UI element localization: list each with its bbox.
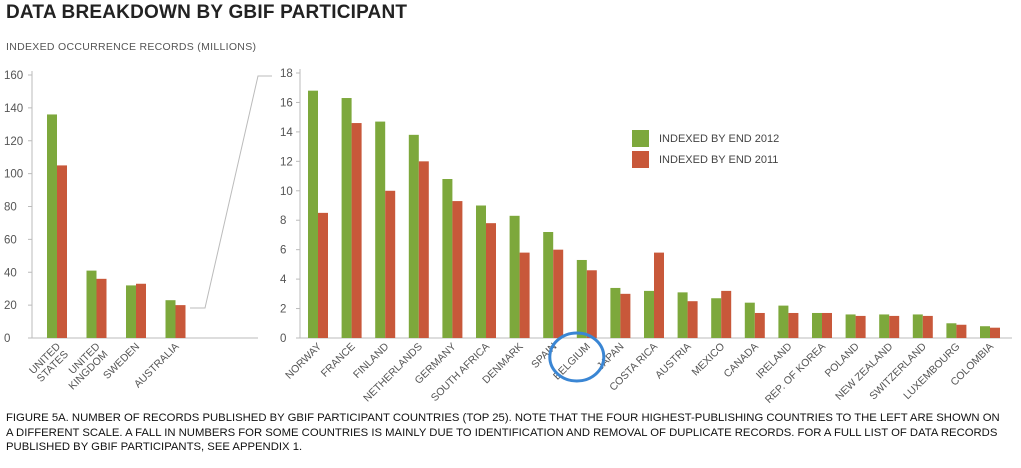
bar-united-kingdom-2011: [96, 278, 107, 338]
bar-new-zealand-2011: [889, 315, 900, 338]
y-tick-label: 80: [4, 202, 17, 214]
bar-mexico-2011: [721, 290, 732, 338]
bar-south-africa-2011: [486, 223, 496, 338]
bar-netherlands-2011: [418, 161, 429, 338]
bar-japan-2012: [610, 287, 621, 338]
bar-germany-2011: [452, 201, 463, 338]
bar-new-zealand-2012: [879, 314, 890, 338]
connector-line: [190, 75, 272, 309]
legend-label-2011: INDEXED BY END 2011: [659, 154, 778, 166]
y-tick-label: 12: [280, 156, 293, 168]
bar-united-kingdom-2012: [86, 270, 97, 338]
y-axis-label: INDEXED OCCURRENCE RECORDS (MILLIONS): [6, 41, 257, 53]
bar-south-africa-2012: [476, 205, 486, 338]
bar-colombia-2012: [980, 326, 990, 338]
bar-rep-of-korea-2012: [812, 312, 822, 338]
highlight-circle: [548, 331, 606, 383]
bar-mexico-2012: [711, 298, 722, 338]
bar-netherlands-2012: [408, 134, 419, 338]
y-tick-label: 120: [4, 136, 23, 148]
x-tick-label-netherlands: NETHERLANDS: [361, 341, 425, 405]
bar-united-states-2011: [57, 165, 67, 338]
y-tick-label: 0: [280, 333, 286, 345]
bar-luxembourg-2011: [956, 324, 967, 338]
y-tick-label: 18: [280, 68, 293, 80]
x-tick-label-south-africa: SOUTH AFRICA: [429, 341, 492, 404]
bar-poland-2012: [845, 314, 856, 338]
bar-france-2011: [351, 123, 362, 338]
bar-sweden-2011: [136, 283, 146, 338]
y-tick-label: 100: [4, 169, 23, 181]
x-tick-label-sweden: SWEDEN: [101, 341, 142, 382]
bar-costa-rica-2012: [644, 290, 654, 338]
y-tick-label: 10: [280, 186, 293, 198]
right-chart: 024681012141618NORWAYFRANCEFINLANDNETHER…: [280, 68, 1012, 406]
y-tick-label: 14: [280, 127, 293, 139]
x-tick-label-austria: AUSTRIA: [653, 341, 694, 382]
bar-germany-2012: [442, 179, 453, 338]
y-tick-label: 20: [4, 300, 17, 312]
bar-denmark-2012: [509, 215, 520, 338]
bar-norway-2012: [308, 90, 318, 339]
chart-canvas: 020406080100120140160UNITEDSTATESUNITEDK…: [4, 68, 1012, 406]
legend-swatch-2011: [632, 151, 649, 168]
bar-costa-rica-2011: [654, 252, 664, 338]
bar-austria-2011: [687, 301, 698, 338]
page-title: DATA BREAKDOWN BY GBIF PARTICIPANT: [6, 2, 408, 23]
y-tick-label: 140: [4, 103, 23, 115]
bar-france-2012: [341, 98, 352, 339]
x-tick-label-rep-of-korea: REP. OF KOREA: [763, 341, 828, 406]
bar-rep-of-korea-2011: [822, 312, 832, 338]
legend-swatch-2012: [632, 130, 649, 147]
bar-canada-2011: [754, 312, 765, 338]
bar-finland-2012: [375, 121, 386, 338]
bar-australia-2012: [165, 300, 176, 338]
bar-spain-2011: [553, 249, 564, 338]
bar-spain-2012: [543, 232, 554, 338]
y-tick-label: 2: [280, 304, 286, 316]
bar-finland-2011: [385, 190, 396, 338]
bar-switzerland-2011: [922, 315, 933, 338]
bar-belgium-2012: [576, 259, 587, 338]
y-tick-label: 60: [4, 234, 17, 246]
bar-belgium-2011: [586, 270, 597, 338]
y-tick-label: 16: [280, 97, 293, 109]
x-tick-label-united-kingdom: UNITEDKINGDOM: [59, 340, 111, 392]
bar-denmark-2011: [519, 252, 530, 338]
bar-colombia-2011: [990, 327, 1000, 338]
bar-ireland-2011: [788, 312, 799, 338]
bar-australia-2011: [175, 305, 186, 338]
y-tick-label: 160: [4, 70, 23, 82]
legend-label-2012: INDEXED BY END 2012: [659, 133, 779, 145]
y-tick-label: 40: [4, 267, 17, 279]
highlight-ring: [548, 331, 606, 383]
bar-japan-2011: [620, 293, 631, 338]
bar-norway-2011: [318, 212, 328, 338]
left-chart: 0 20 40 60 80 100 120 140 160 UNITEDSTATESUNITEDK…: [4, 70, 258, 392]
bar-ireland-2012: [778, 305, 789, 338]
x-tick-label-new-zealand: NEW ZEALAND: [833, 340, 895, 402]
bar-sweden-2012: [126, 285, 136, 338]
y-tick-label: 8: [280, 215, 286, 227]
bar-austria-2012: [677, 292, 688, 338]
bar-poland-2011: [855, 315, 866, 338]
legend: INDEXED BY END 2012 INDEXED BY END 2011: [632, 130, 779, 168]
x-tick-label-belgium: BELGIUM: [551, 341, 593, 383]
bar-united-states-2012: [47, 114, 57, 338]
scale-connector: [190, 75, 272, 309]
y-tick-label: 6: [280, 245, 286, 257]
figure-caption: FIGURE 5A. NUMBER OF RECORDS PUBLISHED B…: [6, 412, 1000, 453]
x-tick-label-norway: NORWAY: [283, 341, 324, 382]
x-tick-label-united-states: UNITEDSTATES: [27, 340, 71, 384]
bar-luxembourg-2012: [946, 323, 957, 338]
y-tick-label: 4: [280, 274, 287, 286]
bar-switzerland-2012: [912, 314, 923, 338]
bar-canada-2012: [744, 302, 755, 338]
y-tick-label: 0: [4, 333, 10, 345]
